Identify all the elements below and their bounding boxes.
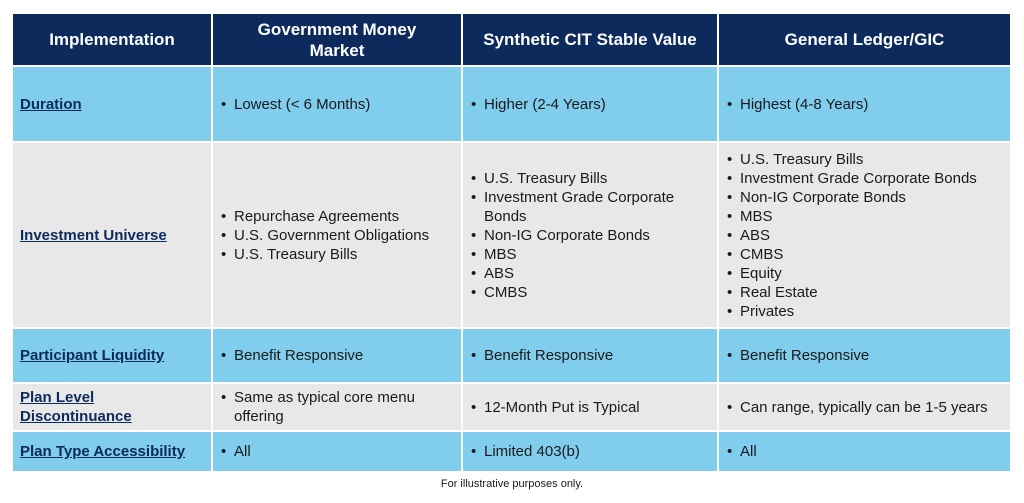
row-label-link[interactable]: Plan Type Accessibility (20, 443, 186, 460)
bullet-item: MBS (470, 245, 707, 264)
bullet-item: Highest (4-8 Years) (726, 95, 1010, 114)
bullet-item: All (220, 442, 461, 461)
bullet-item: U.S. Government Obligations (220, 226, 461, 245)
bullet-item: Repurchase Agreements (220, 207, 461, 226)
bullet-item: Real Estate (726, 283, 1010, 302)
bullet-item: CMBS (726, 245, 1010, 264)
cell-gl: Benefit Responsive (717, 327, 1012, 384)
footnote: For illustrative purposes only. (440, 478, 584, 490)
row-participant-liquidity: Participant Liquidity Benefit Responsive… (11, 327, 1012, 384)
comparison-table: Implementation Government Money Market S… (11, 12, 1012, 473)
bullet-item: Investment Grade Corporate Bonds (470, 188, 707, 226)
bullet-item: Non-IG Corporate Bonds (726, 188, 1010, 207)
header-implementation: Implementation (11, 12, 213, 67)
bullet-item: ABS (726, 226, 1010, 245)
cell-gl: Can range, typically can be 1-5 years (717, 382, 1012, 432)
bullet-item: Same as typical core menu offering (220, 388, 441, 426)
cell-cit: U.S. Treasury Bills Investment Grade Cor… (461, 141, 719, 329)
row-label: Participant Liquidity (11, 327, 213, 384)
cell-cit: Limited 403(b) (461, 430, 719, 473)
cell-gmm: Repurchase Agreements U.S. Government Ob… (211, 141, 463, 329)
bullet-item: Investment Grade Corporate Bonds (726, 169, 1010, 188)
row-label: Plan Type Accessibility (11, 430, 213, 473)
cell-gmm: All (211, 430, 463, 473)
row-label-link[interactable]: Plan Level Discontinuance (20, 389, 132, 425)
row-label-link[interactable]: Participant Liquidity (20, 347, 165, 364)
cell-gl: Highest (4-8 Years) (717, 65, 1012, 143)
row-label-link[interactable]: Duration (20, 95, 82, 113)
row-duration: Duration Lowest (< 6 Months) Higher (2-4… (11, 65, 1012, 143)
bullet-item: Can range, typically can be 1-5 years (726, 398, 1010, 417)
row-label: Duration (11, 65, 213, 143)
bullet-item: Lowest (< 6 Months) (220, 95, 461, 114)
bullet-item: Privates (726, 302, 1010, 321)
bullet-item: Higher (2-4 Years) (470, 95, 717, 114)
cell-gmm: Same as typical core menu offering (211, 382, 463, 432)
bullet-item: U.S. Treasury Bills (220, 245, 461, 264)
header-general-ledger: General Ledger/GIC (717, 12, 1012, 67)
row-label: Investment Universe (11, 141, 213, 329)
bullet-item: All (726, 442, 1010, 461)
bullet-item: ABS (470, 264, 707, 283)
row-investment-universe: Investment Universe Repurchase Agreement… (11, 141, 1012, 329)
cell-cit: Benefit Responsive (461, 327, 719, 384)
bullet-item: Limited 403(b) (470, 442, 717, 461)
header-government-money-market: Government Money Market (211, 12, 463, 67)
bullet-item: CMBS (470, 283, 707, 302)
bullet-item: MBS (726, 207, 1010, 226)
bullet-item: Benefit Responsive (726, 346, 1010, 365)
header-row: Implementation Government Money Market S… (11, 12, 1012, 67)
bullet-item: Benefit Responsive (220, 346, 461, 365)
bullet-item: U.S. Treasury Bills (726, 150, 1010, 169)
cell-gmm: Lowest (< 6 Months) (211, 65, 463, 143)
bullet-item: Benefit Responsive (470, 346, 717, 365)
row-plan-type-accessibility: Plan Type Accessibility All Limited 403(… (11, 430, 1012, 473)
header-synthetic-cit: Synthetic CIT Stable Value (461, 12, 719, 67)
bullet-item: U.S. Treasury Bills (470, 169, 707, 188)
cell-gl: All (717, 430, 1012, 473)
bullet-item: Non-IG Corporate Bonds (470, 226, 707, 245)
cell-cit: Higher (2-4 Years) (461, 65, 719, 143)
cell-gmm: Benefit Responsive (211, 327, 463, 384)
cell-cit: 12-Month Put is Typical (461, 382, 719, 432)
bullet-item: Equity (726, 264, 1010, 283)
row-plan-level-discontinuance: Plan Level Discontinuance Same as typica… (11, 382, 1012, 432)
cell-gl: U.S. Treasury Bills Investment Grade Cor… (717, 141, 1012, 329)
row-label-link[interactable]: Investment Universe (20, 226, 167, 244)
bullet-item: 12-Month Put is Typical (470, 398, 717, 417)
row-label: Plan Level Discontinuance (11, 382, 213, 432)
